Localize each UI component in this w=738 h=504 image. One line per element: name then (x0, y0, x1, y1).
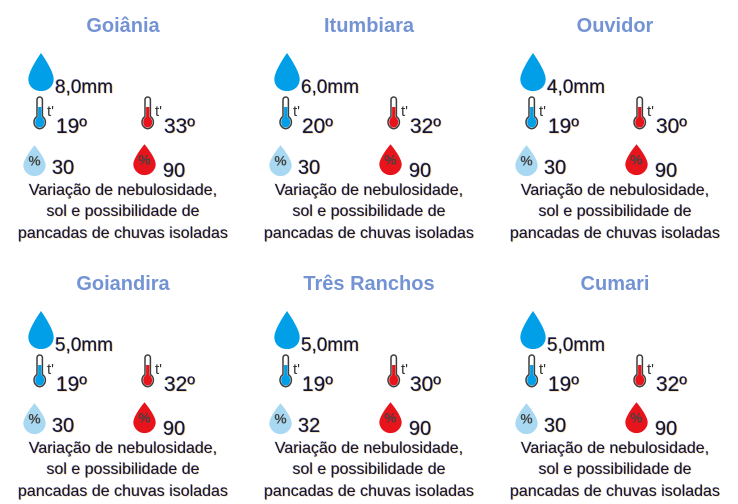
svg-text:%: % (630, 410, 642, 426)
svg-text:%: % (138, 410, 150, 426)
svg-text:%: % (274, 411, 286, 427)
svg-text:%: % (138, 152, 150, 168)
svg-text:%: % (384, 410, 396, 426)
svg-text:%: % (520, 153, 532, 169)
svg-text:%: % (28, 153, 40, 169)
svg-text:%: % (28, 411, 40, 427)
svg-text:%: % (630, 152, 642, 168)
svg-text:%: % (520, 411, 532, 427)
svg-text:%: % (384, 152, 396, 168)
svg-text:%: % (274, 153, 286, 169)
